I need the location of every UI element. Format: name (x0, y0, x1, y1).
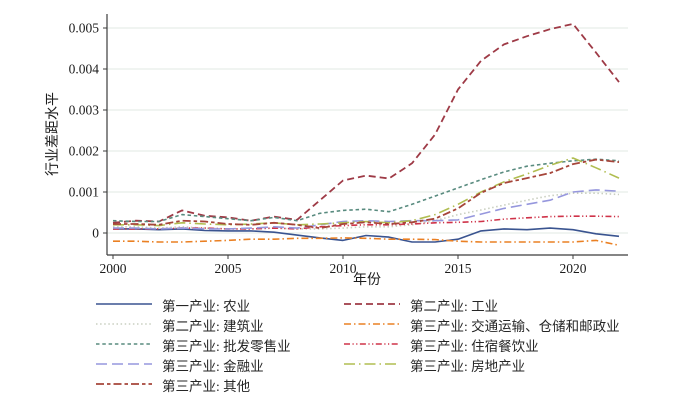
legend-label: 第二产业: 建筑业 (162, 318, 264, 334)
y-tick-label: 0.004 (69, 62, 100, 77)
legend-item-tertiary-accommodation-catering: 第三产业: 住宿餐饮业 (343, 336, 673, 354)
legend: 第一产业: 农业 第二产业: 工业第二产业: 建筑业 第三产业: 交通运输、仓储和邮… (95, 296, 673, 394)
x-tick-label: 2010 (330, 261, 357, 276)
legend-label: 第三产业: 交通运输、仓储和邮政业 (410, 318, 620, 334)
legend-item-tertiary-other: 第三产业: 其他 (95, 376, 343, 394)
series-line-tertiary-other (113, 158, 620, 230)
legend-line-swatch-secondary-industry (343, 296, 401, 314)
y-tick-label: 0.005 (69, 21, 100, 36)
legend-item-tertiary-finance: 第三产业: 金融业 (95, 356, 343, 374)
legend-item-tertiary-wholesale-retail: 第三产业: 批发零售业 (95, 336, 343, 354)
series-line-primary-agriculture (113, 227, 620, 243)
legend-label: 第三产业: 金融业 (162, 358, 264, 374)
gridlines (107, 27, 628, 234)
series-line-secondary-construction (113, 192, 620, 230)
series-line-tertiary-accommodation-catering (113, 215, 620, 230)
series-line-secondary-industry (112, 22, 620, 224)
legend-line-swatch-tertiary-other (95, 376, 153, 394)
legend-label: 第三产业: 其他 (162, 378, 251, 394)
series-line-tertiary-real-estate (113, 157, 620, 227)
tick-labels: 0 0.001 0.002 0.003 0.004 0.005 2000 2005 2010 20… (69, 21, 587, 277)
line-chart: 0 0.001 0.002 0.003 0.004 0.005 2000 2005 2010 20… (45, 14, 628, 288)
legend-item-secondary-construction: 第二产业: 建筑业 (95, 316, 343, 334)
legend-item-tertiary-transport-storage-postal: 第三产业: 交通运输、仓储和邮政业 (343, 316, 673, 334)
legend-item-secondary-industry: 第二产业: 工业 (343, 296, 673, 314)
legend-line-swatch-tertiary-transport-storage-postal (343, 316, 401, 334)
x-axis-title: 年份 (353, 272, 381, 288)
legend-line-swatch-tertiary-wholesale-retail (95, 336, 153, 354)
legend-label: 第一产业: 农业 (162, 298, 251, 314)
legend-label: 第三产业: 住宿餐饮业 (410, 338, 539, 354)
axes (103, 14, 628, 259)
y-tick-label: 0.001 (69, 185, 99, 200)
legend-line-swatch-tertiary-real-estate (343, 356, 401, 374)
x-tick-label: 2020 (560, 261, 587, 276)
y-tick-label: 0.002 (69, 144, 99, 159)
x-tick-label: 2015 (445, 261, 472, 276)
legend-label: 第二产业: 工业 (410, 298, 499, 314)
x-tick-label: 2005 (215, 261, 242, 276)
y-tick-label: 0.003 (69, 103, 100, 118)
legend-item-primary-agriculture: 第一产业: 农业 (95, 296, 343, 314)
legend-line-swatch-tertiary-finance (95, 356, 153, 374)
legend-line-swatch-secondary-construction (95, 316, 153, 334)
y-tick-label: 0 (92, 226, 99, 241)
series-line-tertiary-finance (113, 189, 620, 230)
legend-label: 第三产业: 房地产业 (410, 358, 526, 374)
legend-label: 第三产业: 批发零售业 (162, 338, 291, 354)
y-axis-title: 行业差距水平 (45, 92, 61, 176)
x-tick-label: 2000 (100, 261, 127, 276)
legend-item-tertiary-real-estate: 第三产业: 房地产业 (343, 356, 673, 374)
legend-line-swatch-primary-agriculture (95, 296, 153, 314)
series-line-tertiary-transport-storage-postal (113, 237, 620, 247)
legend-line-swatch-tertiary-accommodation-catering (343, 336, 401, 354)
series-lines (112, 22, 620, 247)
